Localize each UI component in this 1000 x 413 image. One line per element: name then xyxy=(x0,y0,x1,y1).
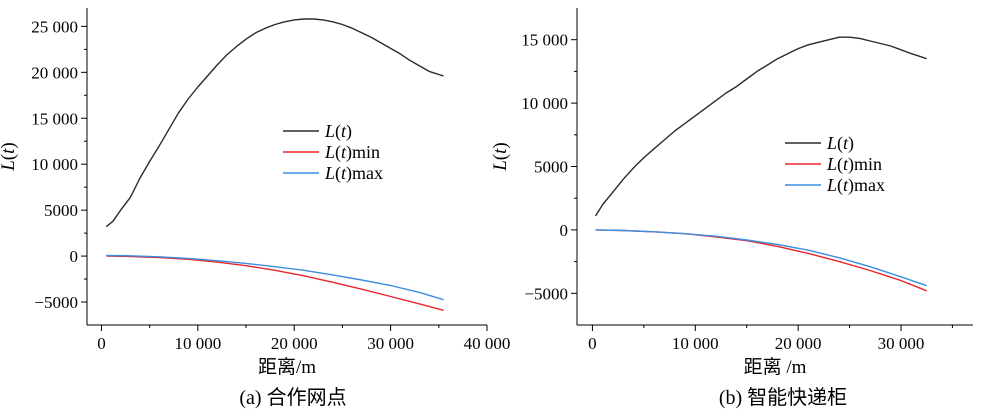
y-tick-label: −5000 xyxy=(524,284,568,303)
x-tick-label: 40 000 xyxy=(464,334,511,353)
x-tick-label: 30 000 xyxy=(367,334,414,353)
y-tick-label: 25 000 xyxy=(31,17,78,36)
series-line-2 xyxy=(595,229,927,292)
y-tick-label: 5000 xyxy=(534,158,568,177)
y-axis-label: L(t) xyxy=(0,142,19,172)
series-line-3 xyxy=(595,229,927,287)
legend-label: L(t)min xyxy=(324,142,380,163)
series-line-2 xyxy=(106,255,444,311)
legend-label: L(t) xyxy=(826,133,854,154)
x-axis-label: 距离 /m xyxy=(744,356,807,378)
x-tick-label: 30 000 xyxy=(878,334,925,353)
x-tick-label: 10 000 xyxy=(174,334,221,353)
x-tick-label: 0 xyxy=(97,334,106,353)
x-axis-label: 距离/m xyxy=(258,356,316,378)
series-line-1 xyxy=(105,18,444,228)
legend-label: L(t) xyxy=(324,121,352,142)
series-line-1 xyxy=(594,36,927,217)
panel-caption: (b) 智能快递柜 xyxy=(719,386,847,409)
series-line-3 xyxy=(106,254,444,301)
y-tick-label: −5000 xyxy=(34,293,78,312)
y-tick-label: 15 000 xyxy=(521,31,568,50)
y-tick-label: 15 000 xyxy=(31,109,78,128)
y-tick-label: 10 000 xyxy=(31,155,78,174)
y-tick-label: 0 xyxy=(560,221,569,240)
legend-label: L(t)max xyxy=(324,163,383,184)
x-tick-label: 20 000 xyxy=(271,334,318,353)
panel-caption: (a) 合作网点 xyxy=(239,386,346,409)
y-tick-label: 0 xyxy=(70,247,79,266)
x-tick-label: 10 000 xyxy=(672,334,719,353)
y-axis-label: L(t) xyxy=(490,142,511,172)
x-tick-label: 20 000 xyxy=(775,334,822,353)
legend-label: L(t)min xyxy=(826,154,882,175)
y-tick-label: 5000 xyxy=(44,201,78,220)
x-tick-label: 0 xyxy=(588,334,597,353)
y-tick-label: 20 000 xyxy=(31,63,78,82)
chart-panel-2: 0 10 000 20 000 30 000 −5000 0 5000 10 000 15 00… xyxy=(490,8,973,409)
chart-panel-1: 0 10 000 20 000 30 000 40 000 −5000 0 5000 10 00… xyxy=(0,8,510,409)
y-tick-label: 10 000 xyxy=(521,94,568,113)
legend-label: L(t)max xyxy=(826,175,885,196)
